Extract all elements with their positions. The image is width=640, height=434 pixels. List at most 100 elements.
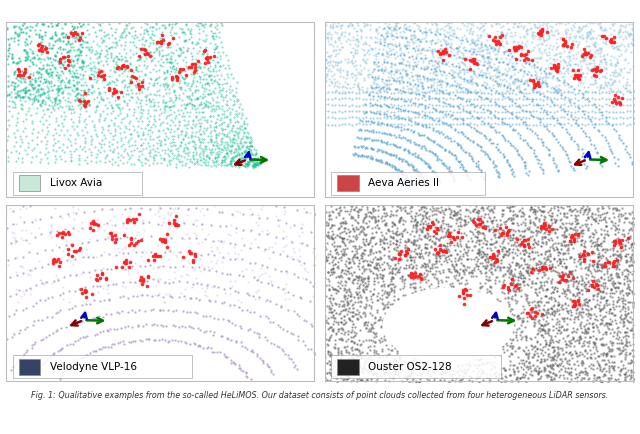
- Point: [579, 206, 589, 213]
- Point: [584, 310, 594, 317]
- Point: [614, 260, 624, 267]
- Point: [577, 358, 588, 365]
- Point: [92, 77, 102, 84]
- Point: [503, 60, 513, 67]
- Point: [521, 292, 531, 299]
- Point: [380, 288, 390, 295]
- Point: [84, 46, 94, 53]
- Point: [421, 209, 431, 216]
- Point: [610, 376, 620, 383]
- Point: [490, 233, 500, 240]
- Point: [564, 270, 574, 277]
- Point: [525, 220, 536, 227]
- Point: [164, 211, 175, 218]
- Point: [580, 250, 591, 257]
- Point: [521, 249, 531, 256]
- Point: [343, 301, 353, 308]
- Point: [371, 25, 381, 32]
- Point: [603, 325, 613, 332]
- Point: [508, 220, 518, 227]
- Point: [567, 232, 577, 239]
- Point: [513, 83, 524, 90]
- Point: [377, 266, 387, 273]
- Point: [628, 352, 638, 359]
- Point: [584, 363, 594, 370]
- Point: [99, 248, 109, 255]
- Point: [423, 233, 433, 240]
- Point: [530, 285, 540, 292]
- Point: [479, 54, 489, 61]
- Point: [486, 265, 496, 272]
- Point: [516, 329, 526, 336]
- Point: [474, 378, 484, 385]
- Point: [429, 239, 440, 246]
- Point: [522, 268, 532, 275]
- Point: [511, 329, 521, 336]
- Point: [353, 79, 363, 86]
- Point: [588, 378, 598, 385]
- Point: [520, 59, 531, 66]
- Point: [505, 372, 515, 379]
- Point: [319, 19, 330, 26]
- Point: [448, 283, 458, 290]
- Point: [529, 255, 539, 262]
- Point: [602, 82, 612, 89]
- Point: [31, 217, 41, 224]
- Point: [490, 55, 500, 62]
- Point: [562, 227, 572, 234]
- Point: [547, 219, 557, 226]
- Point: [613, 28, 623, 35]
- Point: [360, 294, 371, 301]
- Point: [177, 65, 188, 72]
- Point: [625, 356, 636, 363]
- Point: [538, 326, 548, 333]
- Point: [554, 310, 564, 317]
- Point: [390, 247, 401, 253]
- Point: [75, 101, 85, 108]
- Point: [346, 293, 356, 299]
- Point: [553, 363, 563, 370]
- Point: [628, 330, 639, 337]
- Point: [481, 251, 492, 258]
- Point: [545, 244, 555, 251]
- Point: [97, 72, 108, 79]
- Point: [610, 279, 620, 286]
- Point: [534, 34, 544, 41]
- Point: [79, 88, 89, 95]
- Point: [595, 53, 605, 60]
- Point: [124, 270, 134, 277]
- Point: [333, 327, 343, 334]
- Point: [444, 256, 454, 263]
- Point: [504, 271, 515, 278]
- Point: [536, 208, 547, 215]
- Point: [387, 253, 397, 260]
- Point: [453, 242, 463, 249]
- Point: [487, 270, 497, 277]
- Point: [589, 311, 599, 318]
- Point: [22, 55, 33, 62]
- Point: [340, 271, 351, 278]
- Point: [490, 259, 500, 266]
- Point: [385, 233, 396, 240]
- Point: [614, 42, 624, 49]
- Point: [337, 44, 348, 51]
- Point: [349, 275, 359, 282]
- Point: [532, 362, 542, 369]
- Point: [516, 220, 526, 227]
- Point: [573, 231, 584, 238]
- Point: [225, 231, 235, 238]
- Point: [274, 223, 284, 230]
- Point: [377, 212, 387, 219]
- Point: [572, 227, 582, 233]
- Point: [461, 77, 472, 84]
- Point: [453, 209, 463, 216]
- Point: [468, 27, 478, 34]
- Point: [431, 87, 441, 94]
- Point: [492, 221, 502, 228]
- Point: [50, 53, 60, 59]
- Point: [577, 375, 587, 381]
- Point: [207, 265, 218, 272]
- Point: [549, 61, 559, 68]
- Point: [596, 341, 606, 348]
- Point: [579, 375, 589, 381]
